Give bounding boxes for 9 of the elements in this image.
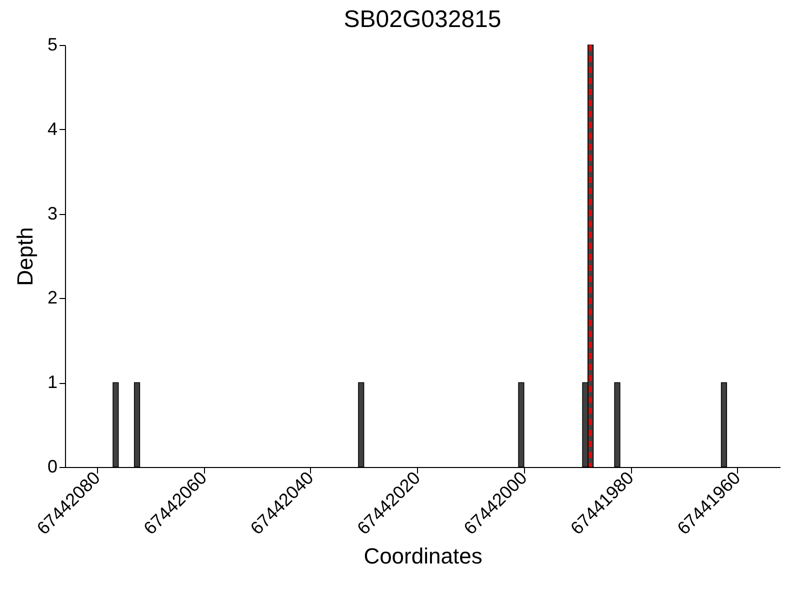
- y-tick-label: 4: [47, 118, 58, 139]
- y-tick-label: 5: [47, 34, 58, 54]
- y-tick-label: 1: [47, 372, 58, 392]
- chart-title: SB02G032815: [344, 6, 502, 33]
- y-tick-label: 0: [47, 456, 58, 476]
- y-axis-title: Depth: [12, 227, 38, 286]
- y-tick-label: 3: [47, 203, 58, 224]
- x-axis-title: Coordinates: [364, 543, 482, 568]
- y-tick-label: 2: [47, 288, 58, 308]
